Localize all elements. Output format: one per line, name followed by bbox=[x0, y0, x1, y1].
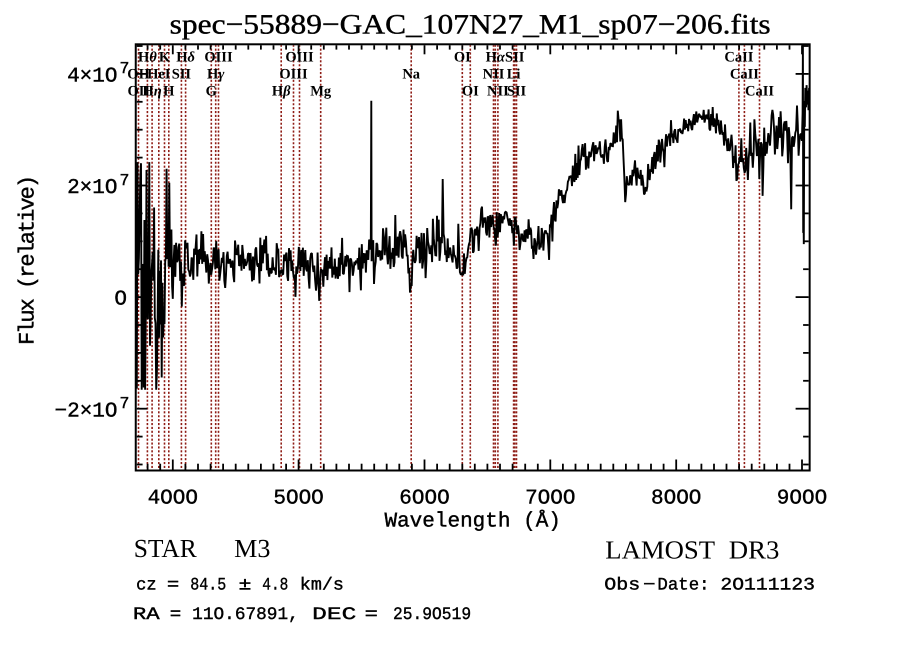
svg-text:NII: NII bbox=[487, 84, 509, 100]
svg-text:Hβ: Hβ bbox=[272, 84, 291, 100]
svg-text:HeI: HeI bbox=[147, 66, 171, 82]
svg-text:CaII: CaII bbox=[745, 84, 774, 100]
svg-text:Flux (relative): Flux (relative) bbox=[16, 177, 41, 345]
svg-text:Hδ: Hδ bbox=[176, 49, 195, 65]
svg-text:OIII: OIII bbox=[285, 49, 314, 65]
svg-text:Wavelength (Å): Wavelength (Å) bbox=[384, 509, 560, 533]
svg-text:±: ± bbox=[239, 576, 252, 596]
svg-text:NII: NII bbox=[483, 66, 505, 82]
svg-text:spec−55889−GAC_107N27_M1_sp07−: spec−55889−GAC_107N27_M1_sp07−206.fits bbox=[170, 10, 771, 41]
svg-text:4OOO: 4OOO bbox=[148, 487, 198, 510]
svg-text:84.5: 84.5 bbox=[190, 576, 226, 596]
svg-text:7: 7 bbox=[120, 394, 130, 413]
svg-text:M3: M3 bbox=[234, 534, 270, 563]
svg-text:OII: OII bbox=[127, 66, 150, 82]
svg-text:LAMOST: LAMOST bbox=[605, 535, 715, 564]
svg-text:DR3: DR3 bbox=[729, 535, 780, 564]
svg-text:4.8: 4.8 bbox=[262, 576, 288, 596]
svg-text:CaII: CaII bbox=[730, 66, 759, 82]
svg-text:Li: Li bbox=[507, 66, 521, 82]
svg-text:O: O bbox=[114, 289, 127, 312]
svg-text:11O.67891,: 11O.67891, bbox=[192, 605, 299, 625]
svg-text:5OOO: 5OOO bbox=[273, 487, 323, 510]
svg-text:25.9O519: 25.9O519 bbox=[393, 605, 471, 625]
svg-text:cz: cz bbox=[136, 576, 157, 596]
svg-text:8OOO: 8OOO bbox=[651, 487, 701, 510]
svg-text:OI: OI bbox=[454, 49, 471, 65]
svg-text:SII: SII bbox=[172, 66, 192, 82]
svg-text:Hθ: Hθ bbox=[138, 49, 157, 65]
svg-text:Mg: Mg bbox=[310, 84, 332, 100]
svg-text:2×1O: 2×1O bbox=[67, 177, 117, 200]
svg-text:7OOO: 7OOO bbox=[525, 487, 575, 510]
svg-text:RA: RA bbox=[133, 605, 160, 625]
svg-text:=: = bbox=[365, 605, 378, 625]
svg-text:=: = bbox=[167, 576, 179, 596]
svg-text:Hα: Hα bbox=[486, 49, 506, 65]
svg-text:=: = bbox=[170, 605, 182, 625]
svg-text:DEC: DEC bbox=[312, 605, 356, 625]
svg-text:SII: SII bbox=[507, 84, 527, 100]
svg-text:Hγ: Hγ bbox=[207, 66, 225, 82]
svg-text:7: 7 bbox=[120, 59, 130, 78]
svg-text:−2×1O: −2×1O bbox=[54, 400, 117, 423]
svg-text:−: − bbox=[643, 576, 656, 596]
svg-text:K: K bbox=[159, 49, 171, 65]
svg-text:H: H bbox=[163, 84, 175, 100]
svg-text:6OOO: 6OOO bbox=[399, 487, 449, 510]
svg-text:2O111123: 2O111123 bbox=[720, 576, 815, 596]
svg-text:7: 7 bbox=[120, 171, 130, 190]
svg-text:4×1O: 4×1O bbox=[67, 66, 117, 89]
svg-text:OII: OII bbox=[128, 84, 151, 100]
svg-text:G: G bbox=[206, 84, 217, 100]
svg-text:OIII: OIII bbox=[279, 66, 308, 82]
svg-text:STAR: STAR bbox=[134, 534, 198, 563]
svg-text:km/s: km/s bbox=[300, 576, 344, 596]
svg-text:OIII: OIII bbox=[204, 49, 233, 65]
svg-text:Date:: Date: bbox=[657, 576, 709, 596]
svg-text:Hη: Hη bbox=[142, 84, 161, 100]
svg-text:CaII: CaII bbox=[724, 49, 753, 65]
svg-text:OI: OI bbox=[462, 84, 479, 100]
svg-text:9OOO: 9OOO bbox=[777, 487, 827, 510]
svg-text:Obs: Obs bbox=[604, 576, 640, 596]
svg-text:Na: Na bbox=[402, 66, 420, 82]
svg-text:SII: SII bbox=[505, 49, 525, 65]
